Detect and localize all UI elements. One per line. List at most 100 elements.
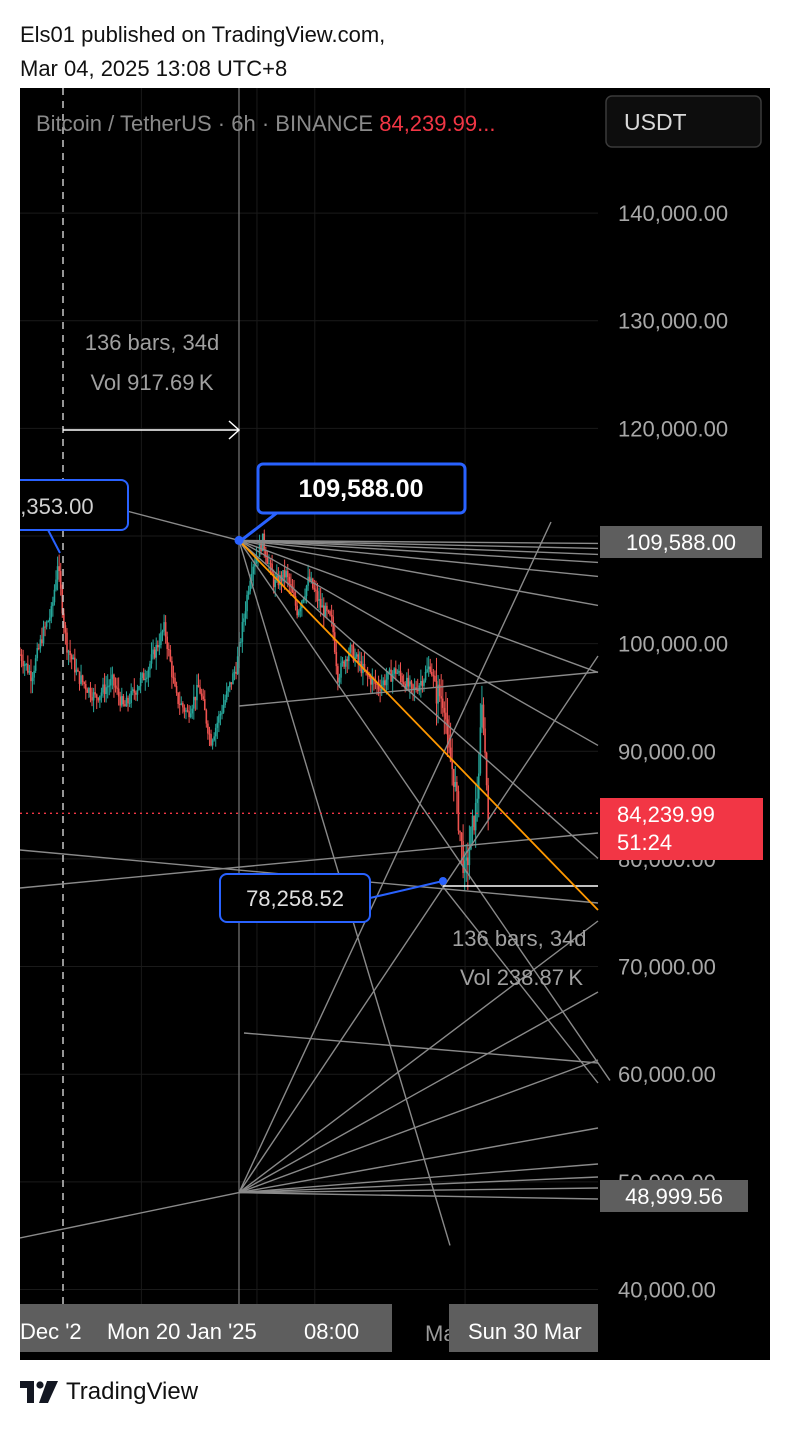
candle-body xyxy=(166,636,168,650)
candle-body xyxy=(128,702,131,704)
fan-line-origin xyxy=(238,655,599,1193)
fan-line-high xyxy=(238,539,599,859)
candle-body xyxy=(197,684,200,688)
candle-body xyxy=(147,669,150,678)
candle-body xyxy=(222,705,225,713)
grid-lines xyxy=(20,88,598,1304)
candle-body xyxy=(296,605,298,616)
chart-area[interactable]: Bitcoin / TetherUS · 6h · BINANCE 84,239… xyxy=(20,88,770,1360)
candle-body xyxy=(169,649,172,662)
candle-body xyxy=(235,671,237,674)
symbol-last-price: 84,239.99... xyxy=(379,111,495,136)
candle-body xyxy=(459,830,461,833)
fan-origin-extension xyxy=(20,1191,240,1239)
candle-body xyxy=(385,679,388,686)
candle-body xyxy=(357,654,360,663)
candle-body xyxy=(457,791,460,831)
candle-body xyxy=(34,658,37,671)
candle-body xyxy=(404,683,406,689)
candle-body xyxy=(377,684,380,690)
fan-line-origin xyxy=(238,1163,599,1194)
time-axis[interactable]: Dec '2 Mon 20 Jan '25 08:00 Mar Sun 30 M… xyxy=(20,1304,598,1360)
candle-body xyxy=(142,673,145,681)
candle-body xyxy=(64,625,67,633)
candle-body xyxy=(110,678,112,686)
candle-body xyxy=(247,591,250,595)
candle-body xyxy=(58,566,60,572)
tradingview-logo-icon xyxy=(20,1381,58,1403)
measure-left-bars: 136 bars, 34d xyxy=(85,330,220,355)
candle-body xyxy=(70,655,73,660)
candle-body xyxy=(241,621,244,642)
candle-body xyxy=(33,670,35,678)
candle-body xyxy=(174,678,176,687)
candle-body xyxy=(52,602,54,607)
countdown-value: 51:24 xyxy=(617,830,672,855)
candle-body xyxy=(291,586,294,593)
candle-body xyxy=(275,575,278,580)
candle-body xyxy=(285,571,287,578)
candle-body xyxy=(407,677,410,687)
candle-body xyxy=(424,671,427,681)
price-tick-label: 120,000.00 xyxy=(618,416,728,441)
candle-body xyxy=(266,557,269,564)
candle-body xyxy=(272,573,275,588)
candle-body xyxy=(227,687,230,692)
candle-body xyxy=(119,696,122,706)
symbol-info: Bitcoin / TetherUS · 6h · BINANCE 84,239… xyxy=(36,111,495,136)
candle-body xyxy=(484,728,486,753)
candle-body xyxy=(149,663,151,670)
candle-body xyxy=(432,675,435,677)
candle-body xyxy=(120,696,123,706)
candle-body xyxy=(133,689,136,693)
candle-body xyxy=(164,622,167,637)
fan-line-high xyxy=(238,539,599,607)
candle-body xyxy=(221,712,223,714)
candle-body xyxy=(28,671,31,673)
candle-body xyxy=(72,657,75,660)
low-flag[interactable]: 78,258.52 xyxy=(219,873,447,923)
candle-body xyxy=(445,712,447,720)
candle-body xyxy=(426,669,428,672)
candle-body xyxy=(316,591,319,601)
chart-canvas[interactable]: Bitcoin / TetherUS · 6h · BINANCE 84,239… xyxy=(20,88,770,1360)
candle-body xyxy=(131,689,134,691)
fan-line-origin xyxy=(238,991,599,1194)
candle-body xyxy=(202,696,205,700)
price-tick-label: 60,000.00 xyxy=(618,1062,716,1087)
candle-body xyxy=(80,675,82,684)
candle-body xyxy=(348,652,350,662)
time-label-highlight-date: Mon 20 Jan '25 xyxy=(107,1319,257,1344)
currency-button[interactable]: USDT xyxy=(605,95,762,148)
candle-body xyxy=(127,697,129,704)
candle-body xyxy=(205,710,208,724)
fan-line-origin xyxy=(238,920,599,1194)
candle-body xyxy=(214,727,217,737)
candle-body xyxy=(341,661,344,664)
candle-body xyxy=(208,733,211,735)
candle-body xyxy=(193,696,195,709)
candle-body xyxy=(155,644,158,658)
fan-line-origin xyxy=(238,1176,599,1194)
candle-body xyxy=(185,710,187,712)
candle-body xyxy=(268,563,270,565)
current-price-value: 84,239.99 xyxy=(617,802,715,827)
high-flag[interactable]: 109,588.00 xyxy=(238,462,467,544)
candle-body xyxy=(449,747,452,762)
candle-body xyxy=(384,680,386,686)
prev-high-value: 3,353.00 xyxy=(20,494,94,519)
candle-body xyxy=(321,605,324,608)
fan-line-origin xyxy=(238,1059,599,1194)
candle-body xyxy=(152,649,154,655)
candle-body xyxy=(305,585,308,596)
candlestick-series xyxy=(20,526,489,892)
candle-body xyxy=(265,549,267,558)
candle-body xyxy=(463,860,466,873)
candle-body xyxy=(351,645,353,647)
candle-body xyxy=(438,684,441,697)
candle-body xyxy=(387,671,389,680)
candle-body xyxy=(25,663,28,665)
candle-body xyxy=(401,675,403,683)
prev-high-flag[interactable]: 3,353.00 xyxy=(20,479,129,554)
candle-body xyxy=(369,677,372,685)
